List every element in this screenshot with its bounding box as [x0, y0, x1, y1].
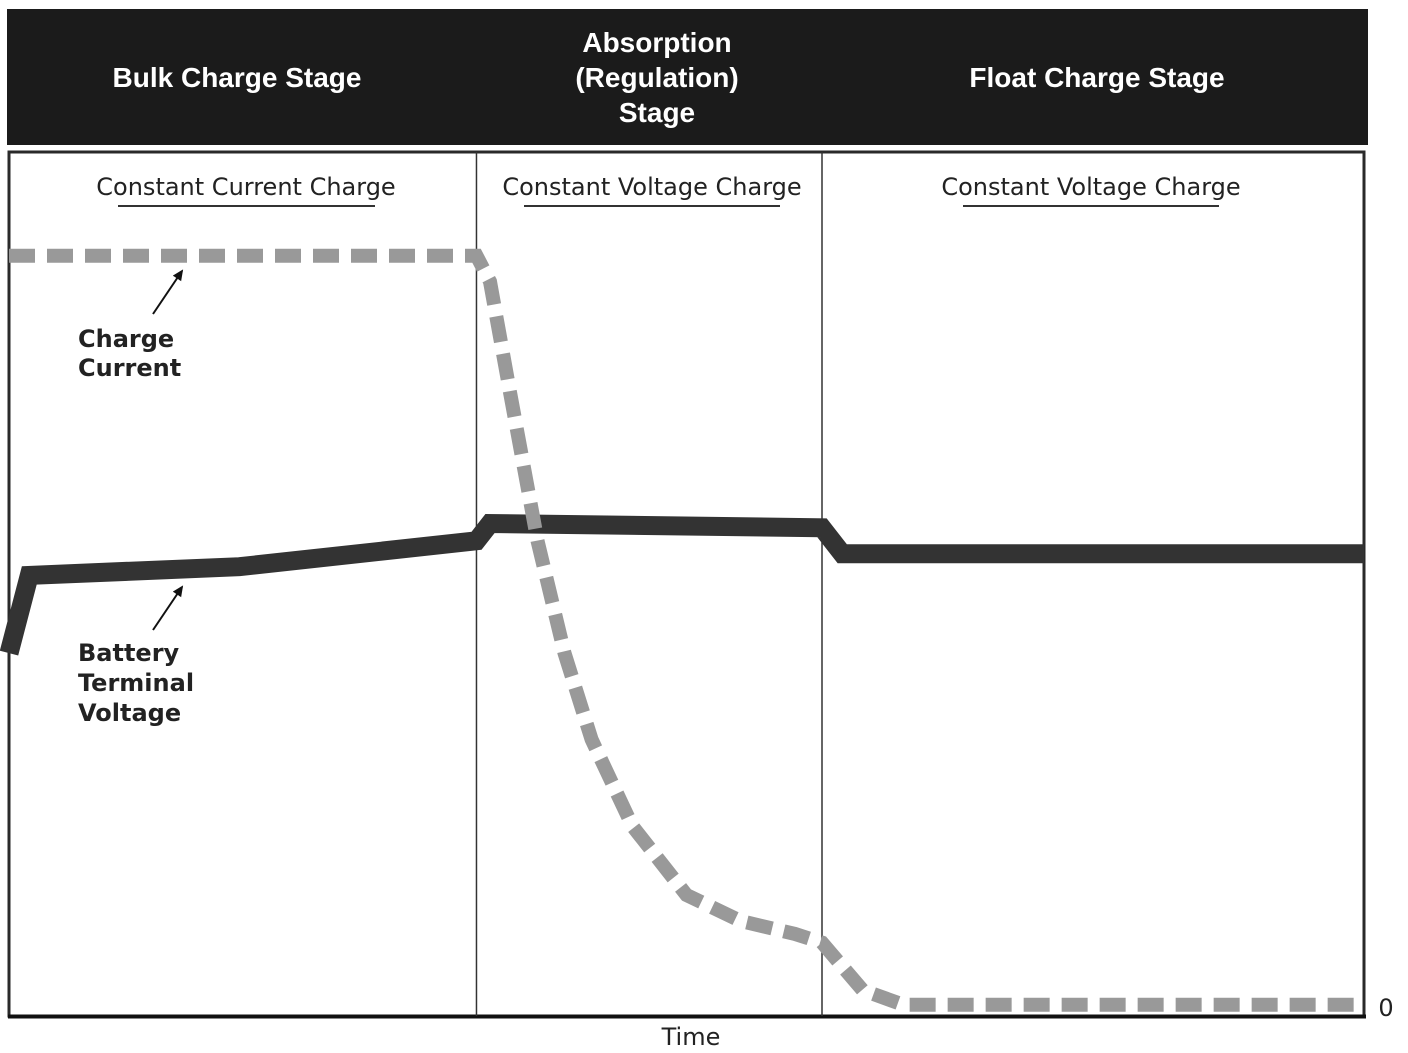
stage-title-bulk: Bulk Charge Stage: [112, 61, 362, 93]
stage-mode-label-absorption: Constant Voltage Charge: [502, 173, 801, 201]
annotation-voltage-line-3: Voltage: [78, 699, 181, 727]
series-line-charge-current: [9, 248, 1364, 1012]
stage-mode-label-bulk: Constant Current Charge: [96, 173, 395, 201]
x-axis-label: Time: [661, 1023, 721, 1051]
annotation-charge-current-line-1: Charge: [78, 325, 174, 353]
stage-title-float: Float Charge Stage: [969, 61, 1225, 93]
plot-frame: [7, 150, 1366, 1018]
stage-mode-label-float: Constant Voltage Charge: [941, 173, 1240, 201]
y-tick-label-zero: 0: [1378, 994, 1393, 1022]
annotation-voltage-line-1: Battery: [78, 639, 180, 667]
annotation-voltage-line-2: Terminal: [78, 669, 194, 697]
stage-title-absorption: Absorption (Regulation) Stage: [575, 26, 739, 128]
arrow-battery-terminal-voltage: [152, 585, 184, 631]
annotation-battery-terminal-voltage: Battery Terminal Voltage: [78, 639, 194, 727]
stage-header-bar: Bulk Charge Stage Absorption (Regulation…: [7, 9, 1368, 145]
arrow-charge-current: [152, 269, 184, 315]
annotation-charge-current-line-2: Current: [78, 354, 181, 382]
annotation-charge-current: Charge Current: [78, 325, 181, 382]
series-line-battery-terminal-voltage: [0, 513, 1364, 656]
